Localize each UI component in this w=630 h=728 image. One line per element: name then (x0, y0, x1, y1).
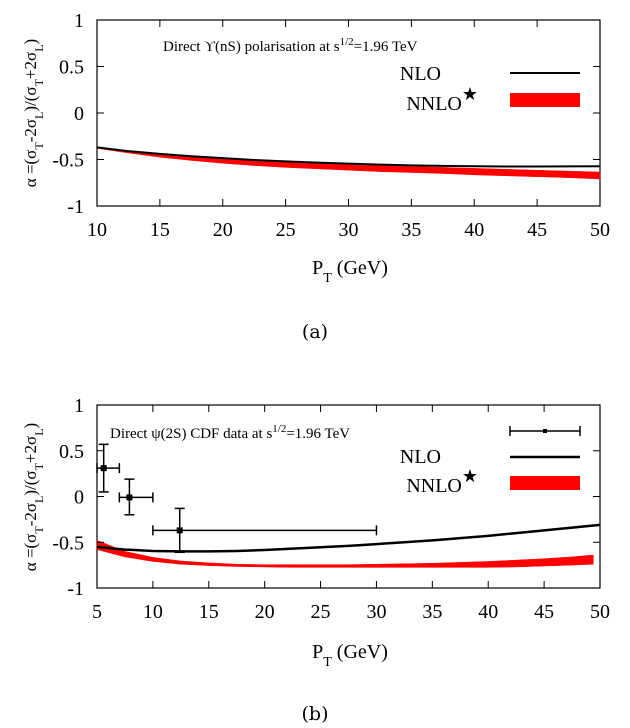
caption-b: (b) (302, 703, 329, 725)
y-tick-label: -0.5 (52, 150, 84, 172)
x-tick-label: 45 (527, 219, 547, 241)
panel-b: 5 10 15 20 25 30 35 40 45 50 1 0.5 0 -0.5 -1 α =(σT-2σ… (21, 395, 610, 725)
legend-nlo-label-a: NLO (400, 63, 441, 85)
legend-b: Direct ψ(2S) CDF data at s1/2=1.96 TeV N… (110, 423, 581, 497)
x-tick-label: 40 (478, 601, 498, 623)
annotation-b: Direct ψ(2S) CDF data at s1/2=1.96 TeV (110, 423, 350, 442)
y-tick-label: 0.5 (59, 57, 84, 79)
x-tick-label: 5 (92, 601, 102, 623)
legend-nnlo-label-b: NNLO★ (406, 466, 478, 497)
cdf-data-point (152, 507, 378, 554)
y-axis-label-b: α =(σT-2σL)/(σT+2σL) (21, 423, 46, 571)
x-tick-label: 10 (87, 219, 107, 241)
axis-ticks-b: 5 10 15 20 25 30 35 40 45 50 1 0.5 0 -0.5 -1 (52, 395, 610, 623)
x-tick-label: 25 (311, 601, 331, 623)
legend-nnlo-swatch-a (510, 93, 580, 107)
legend-nnlo-swatch-b (510, 476, 580, 490)
y-tick-label: -1 (67, 196, 84, 218)
x-tick-label: 20 (255, 601, 275, 623)
legend-nnlo-label-a: NNLO★ (406, 84, 478, 115)
x-tick-label: 30 (339, 219, 359, 241)
nlo-line (96, 146, 601, 168)
legend-data-swatch-b (509, 426, 581, 436)
nlo-line (96, 523, 601, 553)
x-tick-label: 50 (590, 601, 610, 623)
legend-a: NLO NNLO★ (400, 63, 580, 115)
y-tick-label: -1 (67, 578, 84, 600)
x-tick-label: 15 (150, 219, 170, 241)
panel-a: 10 15 20 25 30 35 40 45 50 1 0.5 0 -0.5 -1 α =(σT-2σL… (21, 10, 610, 343)
y-tick-label: 0 (74, 487, 84, 509)
x-axis-label-b: PT (GeV) (312, 641, 388, 670)
y-tick-label: 0.5 (59, 441, 84, 463)
x-axis-label-a: PT (GeV) (312, 257, 388, 286)
x-tick-label: 40 (464, 219, 484, 241)
x-tick-label: 35 (422, 601, 442, 623)
legend-nlo-label-b: NLO (400, 446, 441, 468)
y-tick-label: 1 (74, 395, 84, 417)
cdf-data-group-b (96, 443, 378, 554)
x-tick-label: 45 (534, 601, 554, 623)
cdf-data-point (118, 478, 154, 516)
x-tick-label: 50 (590, 219, 610, 241)
cdf-data-point (96, 443, 121, 493)
annotation-a: Direct ϒ(nS) polarisation at s1/2=1.96 T… (163, 36, 418, 55)
x-tick-label: 10 (143, 601, 163, 623)
y-tick-label: 1 (74, 10, 84, 32)
y-tick-label: 0 (74, 103, 84, 125)
nlo-line-group-b (96, 523, 601, 553)
nnlo-band-group-b (96, 540, 594, 568)
x-tick-label: 35 (401, 219, 421, 241)
y-tick-label: -0.5 (52, 532, 84, 554)
x-tick-label: 30 (366, 601, 386, 623)
caption-a: (a) (302, 321, 328, 343)
x-tick-label: 25 (276, 219, 296, 241)
nlo-line-group-a (96, 146, 601, 168)
axis-ticks-a: 10 15 20 25 30 35 40 45 50 1 0.5 0 -0.5 -1 (52, 10, 610, 241)
x-tick-label: 15 (199, 601, 219, 623)
nnlo-band (96, 540, 594, 568)
y-axis-label-a: α =(σT-2σL)/(σT+2σL) (21, 39, 46, 187)
x-tick-label: 20 (213, 219, 233, 241)
